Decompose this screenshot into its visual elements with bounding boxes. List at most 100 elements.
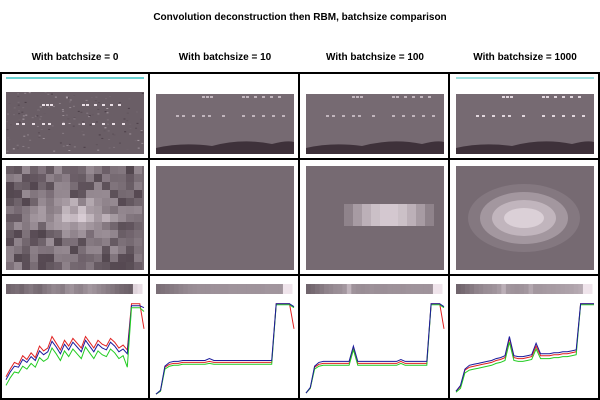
image-noise [62, 132, 65, 134]
pixel-block [30, 222, 38, 230]
bright-feature-dot [554, 96, 557, 98]
image-noise [137, 147, 140, 149]
bright-feature-dot [242, 115, 245, 117]
image-noise [95, 121, 98, 123]
pixel-block [134, 166, 142, 174]
bright-feature-dot [392, 115, 395, 117]
image-noise [126, 148, 129, 150]
pixel-block [38, 166, 46, 174]
grid-divider-horizontal [0, 398, 600, 400]
pixel-block [38, 214, 46, 222]
image-noise [37, 136, 40, 138]
profile-strip-segment [405, 284, 411, 294]
image-noise [35, 115, 38, 117]
pixel-block [30, 198, 38, 206]
bright-feature-dot [102, 104, 105, 106]
pixel-block [46, 206, 54, 214]
bright-feature-dot [62, 123, 65, 125]
profile-strip-segment [83, 284, 89, 294]
glow-block [344, 204, 353, 226]
pixel-block [86, 182, 94, 190]
pixel-block [102, 182, 110, 190]
pixel-block [70, 166, 78, 174]
image-noise [39, 95, 42, 97]
profile-strip-segment [505, 284, 511, 294]
pixel-block [38, 206, 46, 214]
pixel-block [134, 254, 142, 262]
pixel-block [14, 198, 22, 206]
pixel-block [102, 174, 110, 182]
image-noise [89, 124, 92, 126]
pixel-block [62, 190, 70, 198]
bright-feature-dot [272, 115, 275, 117]
pixel-block [126, 262, 134, 270]
pixel-block [110, 214, 118, 222]
series-line-red [155, 303, 295, 395]
pixel-block [14, 214, 22, 222]
profile-strip-segment [96, 284, 102, 294]
bright-feature-dot [422, 115, 425, 117]
pixel-block [110, 190, 118, 198]
pixel-block [102, 214, 110, 222]
profile-strip-segment [542, 284, 548, 294]
image-noise [106, 112, 109, 114]
profile-strip-segment [114, 284, 120, 294]
profile-strip-segment [187, 284, 193, 294]
bright-feature-dot [510, 96, 513, 98]
profile-strip-segment [324, 284, 330, 294]
bright-feature-dot [352, 115, 355, 117]
bright-feature-dot [102, 123, 105, 125]
image-noise [13, 107, 16, 109]
glow-block [389, 204, 398, 226]
image-noise [126, 112, 129, 114]
pixel-block [54, 246, 62, 254]
pixel-block [30, 182, 38, 190]
profile-strip-segment [201, 284, 207, 294]
bright-feature-dot [192, 115, 195, 117]
image-noise [83, 146, 86, 148]
image-noise [53, 150, 56, 152]
image-noise [106, 119, 109, 121]
profile-strip-segment [260, 284, 266, 294]
pixel-block [30, 254, 38, 262]
pixel-block [46, 230, 54, 238]
bright-feature-dot [86, 104, 89, 106]
image-noise [69, 99, 72, 101]
pixel-block [86, 254, 94, 262]
dark-lower-band [306, 141, 444, 154]
bright-feature-dot [208, 115, 211, 117]
image-noise [113, 134, 116, 136]
pixel-block [22, 198, 30, 206]
pixel-block [126, 238, 134, 246]
image-noise [22, 107, 25, 109]
profile-strip-segment [160, 284, 166, 294]
pixel-block [30, 246, 38, 254]
image-noise [73, 95, 76, 97]
image-noise [86, 112, 89, 114]
bright-feature-dot [572, 115, 575, 117]
image-area [6, 92, 144, 154]
pixel-block [78, 246, 86, 254]
pixel-block [14, 230, 22, 238]
reconstruction-image-1000 [452, 74, 598, 158]
pixel-block [134, 198, 142, 206]
image-noise [18, 110, 21, 112]
pixel-block [46, 214, 54, 222]
column-title-batchsize-0: With batchsize = 0 [31, 52, 119, 63]
image-noise [61, 109, 64, 111]
bright-feature-dot [396, 96, 399, 98]
pixel-block [118, 166, 126, 174]
image-noise [58, 103, 61, 105]
series-line-blue [155, 303, 295, 395]
profile-strip-segment [178, 284, 184, 294]
image-noise [77, 110, 80, 112]
bright-feature-dot [428, 96, 431, 98]
bright-feature-dot [262, 96, 265, 98]
pixel-block [62, 230, 70, 238]
pixel-block [86, 214, 94, 222]
image-noise [106, 108, 109, 110]
image-noise [24, 92, 27, 94]
bright-feature-dot [222, 115, 225, 117]
pixel-block [86, 190, 94, 198]
image-noise [48, 128, 51, 130]
